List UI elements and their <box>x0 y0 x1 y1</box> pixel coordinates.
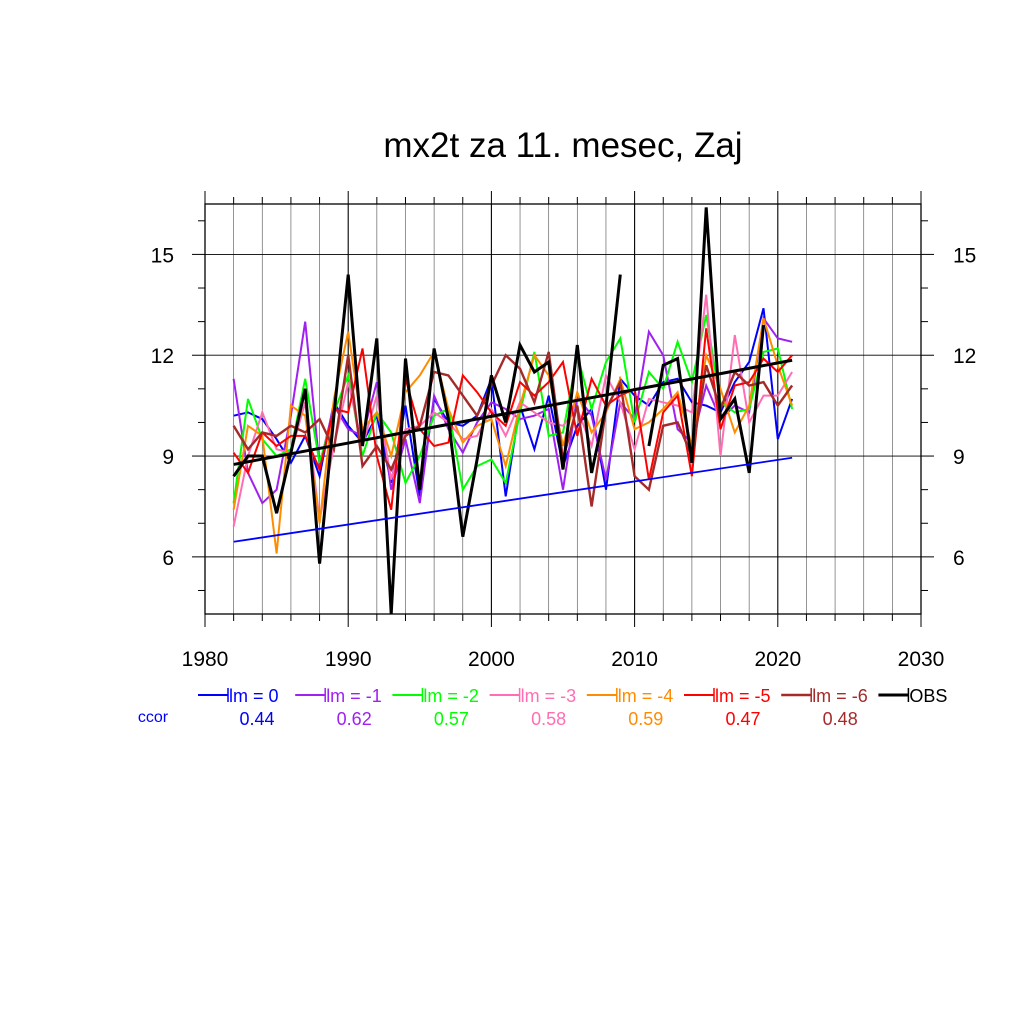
legend-label: OBS <box>909 686 947 706</box>
legend-ccor-value: 0.44 <box>239 709 274 729</box>
y-tick-label-right: 9 <box>953 446 965 469</box>
legend-ccor-value: 0.57 <box>434 709 469 729</box>
legend-label: lm = -1 <box>326 686 382 706</box>
y-tick-label: 15 <box>151 244 174 267</box>
axis-ticks: 1980 1990 2000 2010 2020 2030 6 6 9 9 12 12 15 15 <box>151 191 976 671</box>
x-tick-label: 2000 <box>468 648 515 671</box>
series-line-obs <box>232 207 765 615</box>
y-tick-label: 12 <box>151 345 174 368</box>
legend-label: lm = -3 <box>521 686 577 706</box>
legend-ccor-value: 0.58 <box>531 709 566 729</box>
trend-line-2 <box>233 358 793 466</box>
legend-label: lm = -4 <box>618 686 674 706</box>
series-line-lm-6 <box>232 351 794 507</box>
ccor-label: ccor <box>138 709 169 726</box>
x-tick-label: 2020 <box>754 648 801 671</box>
legend-ccor-value: 0.48 <box>823 709 858 729</box>
y-tick-label-right: 6 <box>953 547 965 570</box>
legend: ccor lm = 0 0.44 lm = -1 0.62 lm = -2 0.57 lm =… <box>138 686 948 729</box>
y-tick-label: 9 <box>162 446 174 469</box>
x-tick-label: 2030 <box>898 648 945 671</box>
legend-ccor-value: 0.47 <box>725 709 760 729</box>
legend-label: lm = -5 <box>715 686 771 706</box>
y-tick-label-right: 12 <box>953 345 976 368</box>
x-tick-label: 2010 <box>611 648 658 671</box>
x-tick-label: 1990 <box>325 648 372 671</box>
plot-series-group <box>232 207 794 615</box>
legend-label: lm = 0 <box>229 686 279 706</box>
series-line-lm-5 <box>232 328 793 511</box>
trend-line-1 <box>233 456 793 543</box>
y-tick-label: 6 <box>162 547 174 570</box>
legend-ccor-value: 0.62 <box>337 709 372 729</box>
plot-border <box>204 203 922 615</box>
chart-title: mx2t za 11. mesec, Zaj <box>383 126 742 165</box>
legend-label: lm = -6 <box>812 686 868 706</box>
legend-ccor-value: 0.59 <box>628 709 663 729</box>
legend-label: lm = -2 <box>423 686 479 706</box>
y-tick-label-right: 15 <box>953 244 976 267</box>
plot-frame <box>204 203 922 615</box>
x-tick-label: 1980 <box>182 648 229 671</box>
